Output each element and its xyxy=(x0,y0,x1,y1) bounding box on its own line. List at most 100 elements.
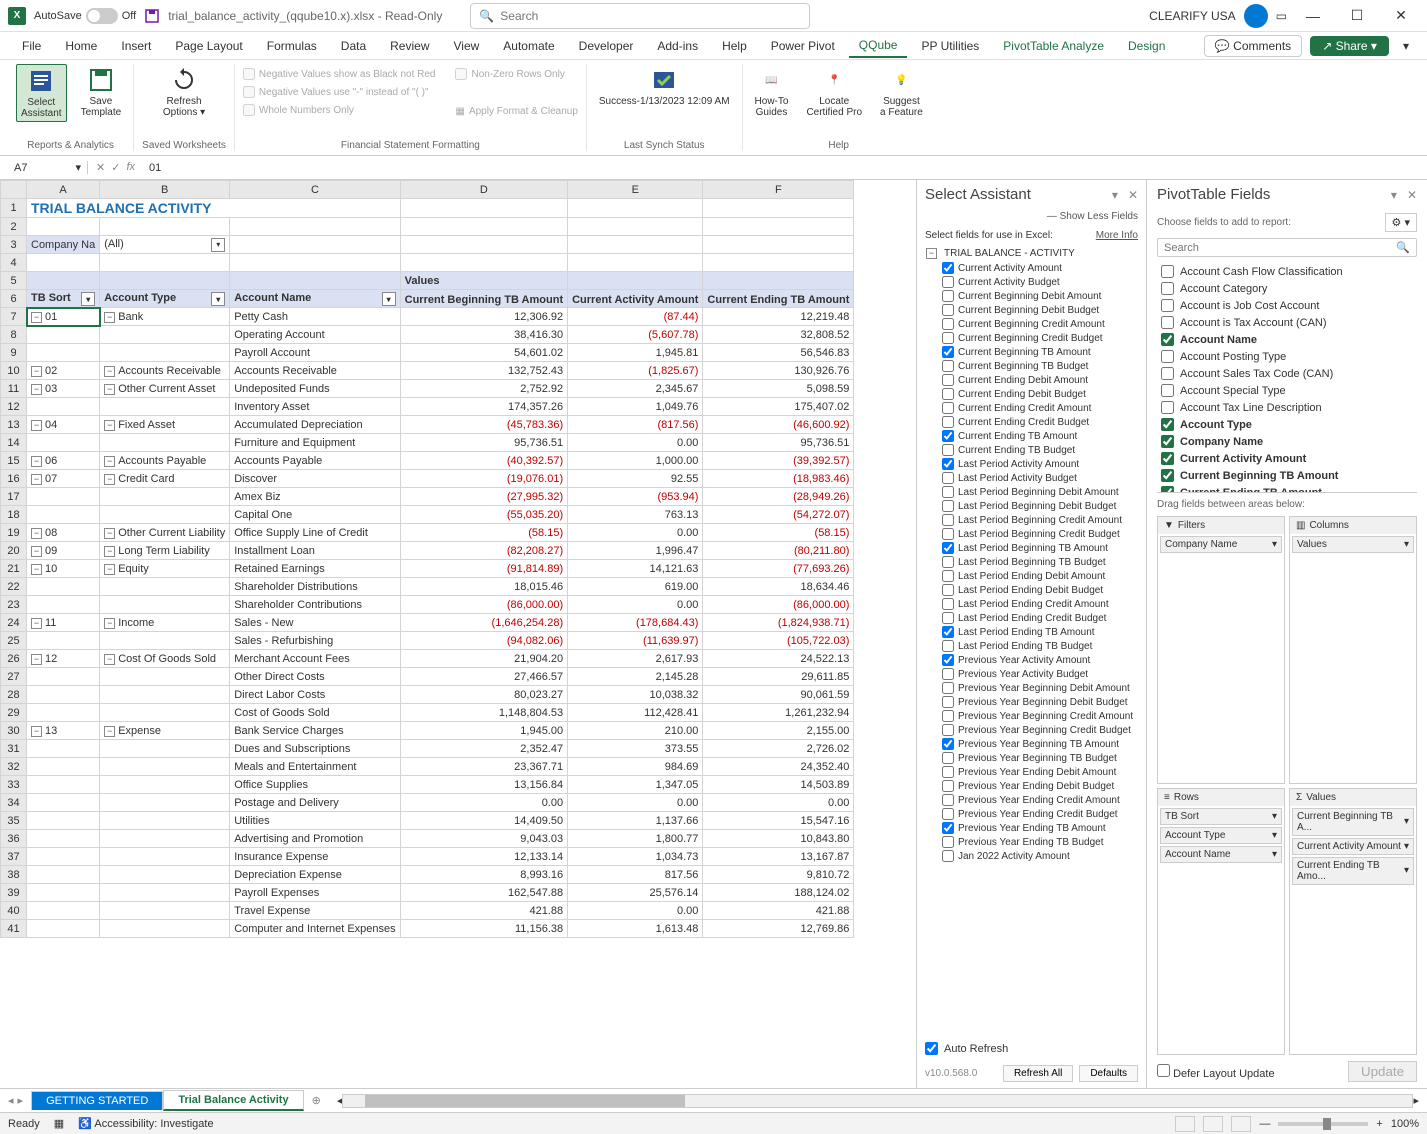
field-checkbox[interactable]: Current Beginning Debit Budget xyxy=(926,303,1137,317)
cell-accttype[interactable] xyxy=(100,344,230,362)
cell-accttype[interactable]: −Accounts Receivable xyxy=(100,362,230,380)
cell-act[interactable]: (87.44) xyxy=(568,308,703,326)
pivot-field-checkbox[interactable]: Account Tax Line Description xyxy=(1157,399,1417,416)
cell-accttype[interactable] xyxy=(100,812,230,830)
expand-icon[interactable]: − xyxy=(31,366,42,377)
cell-beg[interactable]: 54,601.02 xyxy=(400,344,567,362)
close-button[interactable]: ✕ xyxy=(1383,2,1419,30)
sheet-tab-getting-started[interactable]: GETTING STARTED xyxy=(31,1091,163,1110)
cell-acctname[interactable]: Accounts Receivable xyxy=(230,362,400,380)
cell-beg[interactable]: (1,646,254.28) xyxy=(400,614,567,632)
cell-accttype[interactable] xyxy=(100,920,230,938)
cell-act[interactable]: 25,576.14 xyxy=(568,884,703,902)
row-header[interactable]: 32 xyxy=(1,758,27,776)
cell-tbsort[interactable] xyxy=(27,344,100,362)
cell-beg[interactable]: (82,208.27) xyxy=(400,542,567,560)
field-checkbox[interactable]: Current Beginning TB Budget xyxy=(926,359,1137,373)
row-header[interactable]: 37 xyxy=(1,848,27,866)
cell-accttype[interactable]: −Credit Card xyxy=(100,470,230,488)
cell-beg[interactable]: 23,367.71 xyxy=(400,758,567,776)
cell-end[interactable]: 24,352.40 xyxy=(703,758,854,776)
cell-accttype[interactable] xyxy=(100,884,230,902)
cell-tbsort[interactable] xyxy=(27,884,100,902)
row-header[interactable]: 27 xyxy=(1,668,27,686)
cell-end[interactable]: 9,810.72 xyxy=(703,866,854,884)
field-checkbox[interactable]: Current Beginning Debit Amount xyxy=(926,289,1137,303)
cell-acctname[interactable]: Furniture and Equipment xyxy=(230,434,400,452)
cell-beg[interactable]: 14,409.50 xyxy=(400,812,567,830)
cell-end[interactable]: (18,983.46) xyxy=(703,470,854,488)
cell-accttype[interactable]: −Accounts Payable xyxy=(100,452,230,470)
cell-beg[interactable]: 8,993.16 xyxy=(400,866,567,884)
cell-acctname[interactable]: Retained Earnings xyxy=(230,560,400,578)
filter-dropdown-icon[interactable]: ▾ xyxy=(211,238,225,252)
cell-acctname[interactable]: Computer and Internet Expenses xyxy=(230,920,400,938)
pivot-search-input[interactable] xyxy=(1164,242,1396,254)
row-header[interactable]: 35 xyxy=(1,812,27,830)
cell-tbsort[interactable] xyxy=(27,488,100,506)
cell-acctname[interactable]: Insurance Expense xyxy=(230,848,400,866)
cell-acctname[interactable]: Installment Loan xyxy=(230,542,400,560)
cell-accttype[interactable] xyxy=(100,668,230,686)
row-header[interactable]: 30 xyxy=(1,722,27,740)
cell-acctname[interactable]: Petty Cash xyxy=(230,308,400,326)
field-checkbox[interactable]: Current Beginning Credit Amount xyxy=(926,317,1137,331)
cell-acctname[interactable]: Amex Biz xyxy=(230,488,400,506)
zoom-in-button[interactable]: + xyxy=(1376,1118,1382,1130)
cell-beg[interactable]: 95,736.51 xyxy=(400,434,567,452)
ribbon-tab-add-ins[interactable]: Add-ins xyxy=(647,35,708,57)
ribbon-tab-file[interactable]: File xyxy=(12,35,51,57)
field-checkbox[interactable]: Previous Year Ending Credit Amount xyxy=(926,793,1137,807)
cell-act[interactable]: 373.55 xyxy=(568,740,703,758)
pivot-field-checkbox[interactable]: Account Sales Tax Code (CAN) xyxy=(1157,365,1417,382)
cell-beg[interactable]: (94,082.06) xyxy=(400,632,567,650)
expand-icon[interactable]: − xyxy=(31,726,42,737)
cell-end[interactable]: 13,167.87 xyxy=(703,848,854,866)
cell-act[interactable]: 10,038.32 xyxy=(568,686,703,704)
expand-icon[interactable]: − xyxy=(31,474,42,485)
expand-icon[interactable]: − xyxy=(104,528,115,539)
cell-accttype[interactable]: −Bank xyxy=(100,308,230,326)
cell-accttype[interactable]: −Long Term Liability xyxy=(100,542,230,560)
cell-tbsort[interactable] xyxy=(27,686,100,704)
expand-icon[interactable]: − xyxy=(31,654,42,665)
field-checkbox[interactable]: Previous Year Beginning TB Budget xyxy=(926,751,1137,765)
cell-acctname[interactable]: Payroll Account xyxy=(230,344,400,362)
collapse-icon[interactable]: ▾ xyxy=(1391,188,1397,202)
drag-item[interactable]: Current Activity Amount▾ xyxy=(1292,838,1414,855)
cancel-icon[interactable]: ✕ xyxy=(96,161,105,174)
expand-icon[interactable]: − xyxy=(104,654,115,665)
row-header[interactable]: 8 xyxy=(1,326,27,344)
cell-act[interactable]: 763.13 xyxy=(568,506,703,524)
row-header[interactable]: 34 xyxy=(1,794,27,812)
cell-end[interactable]: 421.88 xyxy=(703,902,854,920)
cell-acctname[interactable]: Capital One xyxy=(230,506,400,524)
field-checkbox[interactable]: Last Period Ending Debit Amount xyxy=(926,569,1137,583)
chevron-down-icon[interactable]: ▾ xyxy=(1272,539,1277,550)
fx-icon[interactable]: fx xyxy=(126,161,135,174)
cell-tbsort[interactable]: −01 xyxy=(27,308,100,326)
ribbon-tab-design[interactable]: Design xyxy=(1118,35,1175,57)
expand-icon[interactable]: − xyxy=(31,528,42,539)
cell-act[interactable]: 0.00 xyxy=(568,434,703,452)
row-header[interactable]: 17 xyxy=(1,488,27,506)
col-header-F[interactable]: F xyxy=(703,181,854,199)
cell-acctname[interactable]: Utilities xyxy=(230,812,400,830)
ribbon-tab-review[interactable]: Review xyxy=(380,35,439,57)
maximize-button[interactable]: ☐ xyxy=(1339,2,1375,30)
cell-act[interactable]: 1,613.48 xyxy=(568,920,703,938)
cell-tbsort[interactable] xyxy=(27,812,100,830)
cell-end[interactable]: 56,546.83 xyxy=(703,344,854,362)
cell-act[interactable]: (1,825.67) xyxy=(568,362,703,380)
chevron-down-icon[interactable]: ▾ xyxy=(1272,830,1277,841)
cell-act[interactable]: 210.00 xyxy=(568,722,703,740)
accessibility-label[interactable]: ♿ Accessibility: Investigate xyxy=(78,1117,213,1130)
collapse-ribbon-icon[interactable]: ▾ xyxy=(1397,39,1415,53)
cell-end[interactable]: 14,503.89 xyxy=(703,776,854,794)
cell-act[interactable]: 1,000.00 xyxy=(568,452,703,470)
pivot-field-checkbox[interactable]: Current Activity Amount xyxy=(1157,450,1417,467)
pivot-col-header[interactable]: Account Name▾ xyxy=(230,290,400,308)
row-header[interactable]: 11 xyxy=(1,380,27,398)
cell-act[interactable]: 0.00 xyxy=(568,524,703,542)
cell-acctname[interactable]: Sales - Refurbishing xyxy=(230,632,400,650)
